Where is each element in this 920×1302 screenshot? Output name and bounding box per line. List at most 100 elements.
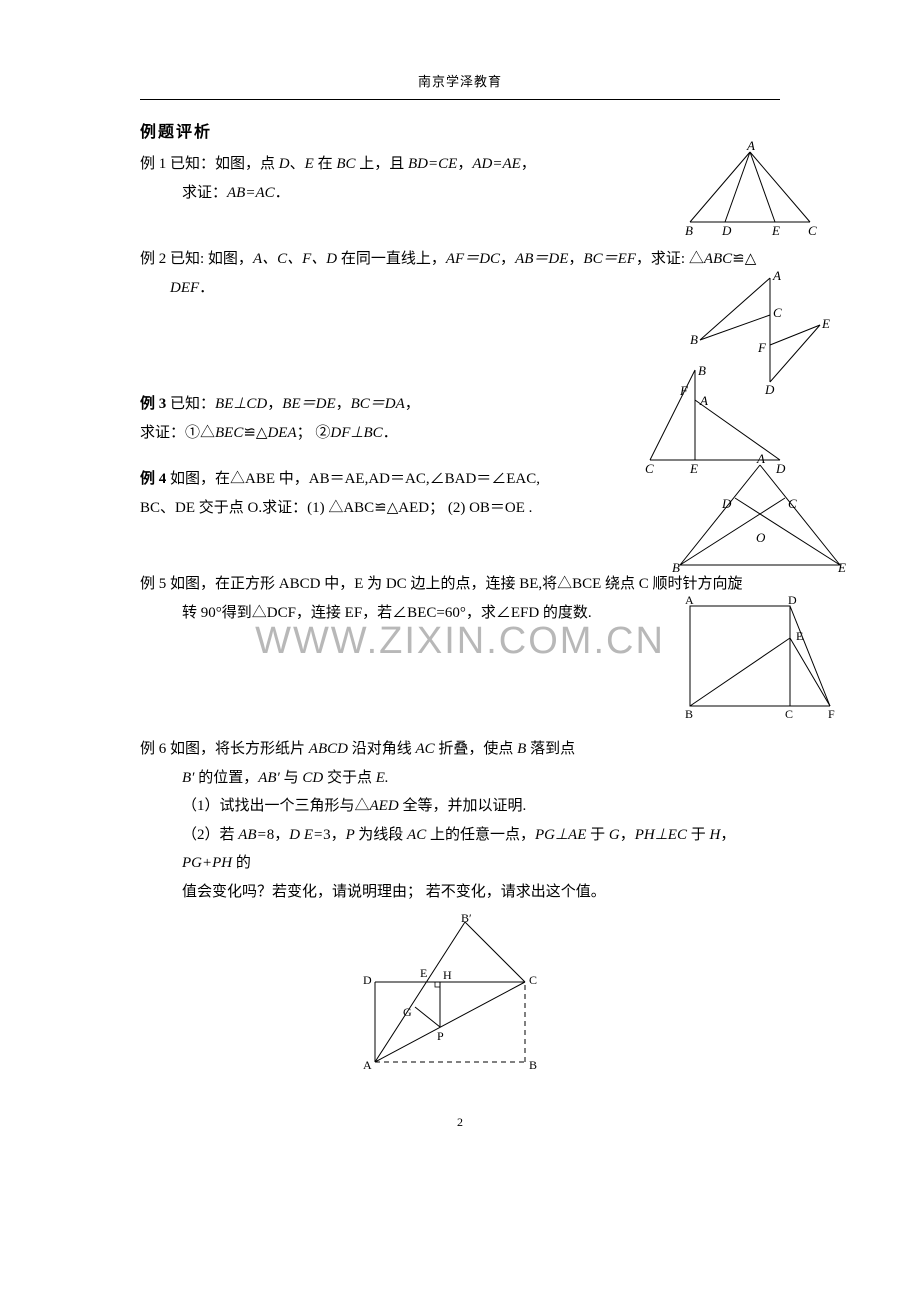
- p6-lbl-Bp: B′: [461, 911, 472, 925]
- p3-eq4: DF⊥BC: [330, 425, 382, 441]
- p6-s2o: 于: [691, 827, 706, 843]
- p6-lbl-A: A: [363, 1058, 372, 1072]
- p1-BD: BD=CE: [408, 156, 457, 172]
- p5-line1: 例 5 如图，在正方形 ABCD 中，E 为 DC 边上的点，连接 BE,将△B…: [140, 570, 780, 599]
- p1-lbl-B: B: [685, 223, 693, 238]
- p1-l2b: AB=AC: [227, 185, 275, 201]
- p3-tri2: DEA: [267, 425, 296, 441]
- p6-tb: 沿对角线: [352, 741, 412, 757]
- p1-label: 例 1: [140, 156, 166, 172]
- p6-s2e: 3，: [323, 827, 346, 843]
- p6-s2h: AC: [403, 827, 430, 843]
- p6-line2: B′ 的位置，AB′ 与 CD 交于点 E.: [140, 764, 780, 793]
- p2-tri1: ABC: [704, 251, 732, 267]
- p6-lbl-E: E: [420, 966, 427, 980]
- p4-l2: BC、DE 交于点 O.求证：(1) △ABC≌△AED； (2) OB＝OE …: [140, 500, 532, 516]
- p6-v1: ABCD: [305, 741, 352, 757]
- p6-l2e: CD: [299, 770, 327, 786]
- p2-tb: 在同一直线上，: [341, 251, 446, 267]
- p6-v3: B: [513, 741, 530, 757]
- p1-s3: ，: [521, 156, 536, 172]
- p3-eq1: BE⊥CD: [215, 396, 267, 412]
- p4-svg: A B E D C O: [670, 460, 850, 575]
- p6-s2m: ，: [620, 827, 635, 843]
- p1-AD: AD=AE: [472, 156, 520, 172]
- p6-l2g: E.: [372, 770, 389, 786]
- p3-dot: ．: [383, 425, 398, 441]
- p3-cong: ≌△: [243, 425, 267, 441]
- p6-s2k: 于: [590, 827, 605, 843]
- p2-s2: ，: [568, 251, 583, 267]
- p6-v2: AC: [412, 741, 439, 757]
- p5-lbl-B: B: [685, 707, 693, 721]
- p3-eq3: BC＝DA: [351, 396, 405, 412]
- p6-label: 例 6: [140, 741, 166, 757]
- p6-sub2: （2）若 AB=8，D E=3，P 为线段 AC 上的任意一点，PG⊥AE 于 …: [140, 821, 780, 878]
- p6-lbl-P: P: [437, 1029, 444, 1043]
- p3-svg: B F A C E D: [640, 365, 790, 475]
- p6-l2d: 与: [284, 770, 299, 786]
- p6-s2p: H: [706, 827, 721, 843]
- p6-s2g: 为线段: [358, 827, 403, 843]
- p2-s1: ，: [500, 251, 515, 267]
- p5-lbl-E: E: [796, 629, 803, 643]
- p1-lbl-C: C: [808, 223, 817, 238]
- p6-l2a: B′: [182, 770, 198, 786]
- p1-tb: 在: [318, 156, 333, 172]
- p1-figure: A B D E C: [670, 142, 830, 253]
- p3-tri1: BEC: [215, 425, 243, 441]
- p6-s2s: 的: [236, 855, 251, 871]
- problem-2: 例 2 已知: 如图，A、C、F、D 在同一直线上，AF＝DC，AB＝DE，BC…: [140, 245, 780, 302]
- p6-lbl-B: B: [529, 1058, 537, 1072]
- p6-sub1: （1）试找出一个三角形与△AED 全等，并加以证明.: [140, 792, 780, 821]
- p3-eq2: BE＝DE: [282, 396, 335, 412]
- p2-ta: 已知: 如图，: [170, 251, 253, 267]
- p2-vars: A、C、F、D: [253, 251, 337, 267]
- p3-l2a: 求证：①△: [140, 425, 215, 441]
- p3-lbl-B: B: [698, 363, 706, 378]
- p2-s3: ，求证: △: [636, 251, 704, 267]
- p6-s2q: ，: [720, 827, 735, 843]
- problem-6: 例 6 如图，将长方形纸片 ABCD 沿对角线 AC 折叠，使点 B 落到点 B…: [140, 735, 780, 1083]
- p6-ta: 如图，将长方形纸片: [170, 741, 305, 757]
- p5-lbl-D: D: [788, 593, 797, 607]
- p1-lbl-A: A: [746, 138, 755, 153]
- p6-s2n: PH⊥EC: [635, 827, 691, 843]
- p6-s2f: P: [346, 827, 359, 843]
- p3-ta: 已知：: [170, 396, 215, 412]
- p6-s2d: D E=: [289, 827, 323, 843]
- problem-3: 例 3 已知：BE⊥CD，BE＝DE，BC＝DA， 求证：①△BEC≌△DEA；…: [140, 390, 780, 447]
- p1-E: E: [305, 156, 314, 172]
- p3-lbl-A: A: [699, 393, 708, 408]
- p4-lbl-A: A: [756, 451, 765, 466]
- p5-ta: 如图，在正方形 ABCD 中，E 为 DC 边上的点，连接 BE,将△BCE 绕…: [170, 576, 743, 592]
- p1-tc: 上，且: [359, 156, 404, 172]
- p3-s3: ，: [405, 396, 420, 412]
- p3-lbl-F: F: [679, 383, 689, 398]
- p6-sub3: 值会变化吗？若变化，请说明理由； 若不变化，请求出这个值。: [140, 878, 780, 907]
- p4-figure: A B E D C O: [670, 460, 850, 586]
- p5-lbl-A: A: [685, 593, 694, 607]
- p1-D: D: [279, 156, 290, 172]
- p1-l2c: ．: [275, 185, 290, 201]
- p5-l2: 转 90°得到△DCF，连接 EF，若∠BEC=60°，求∠EFD 的度数.: [182, 605, 592, 621]
- p6-lbl-H: H: [443, 968, 452, 982]
- p3-label: 例 3: [140, 396, 166, 412]
- problem-1: 例 1 已知：如图，点 D、E 在 BC 上，且 BD=CE，AD=AE， 求证…: [140, 150, 780, 207]
- p2-lbl-E: E: [821, 316, 830, 331]
- p5-label: 例 5: [140, 576, 166, 592]
- p4-lbl-D: D: [721, 496, 732, 511]
- p3-l2b: ； ②: [297, 425, 331, 441]
- p6-s1c: 全等，并加以证明.: [402, 798, 526, 814]
- p2-tri2: DEF: [170, 280, 199, 296]
- p1-BC: BC: [336, 156, 355, 172]
- p6-lbl-C: C: [529, 973, 537, 987]
- p1-svg: A B D E C: [670, 142, 830, 242]
- problem-5: 例 5 如图，在正方形 ABCD 中，E 为 DC 边上的点，连接 BE,将△B…: [140, 570, 780, 627]
- p3-s2: ，: [336, 396, 351, 412]
- p2-lbl-A: A: [772, 268, 781, 283]
- p2-dot: ．: [199, 280, 214, 296]
- p4-lbl-E: E: [837, 560, 846, 575]
- p6-s2r: PG+PH: [182, 855, 236, 871]
- p4-ta: 如图，在△ABE 中，AB＝AE,AD＝AC,∠BAD＝∠EAC,: [170, 471, 540, 487]
